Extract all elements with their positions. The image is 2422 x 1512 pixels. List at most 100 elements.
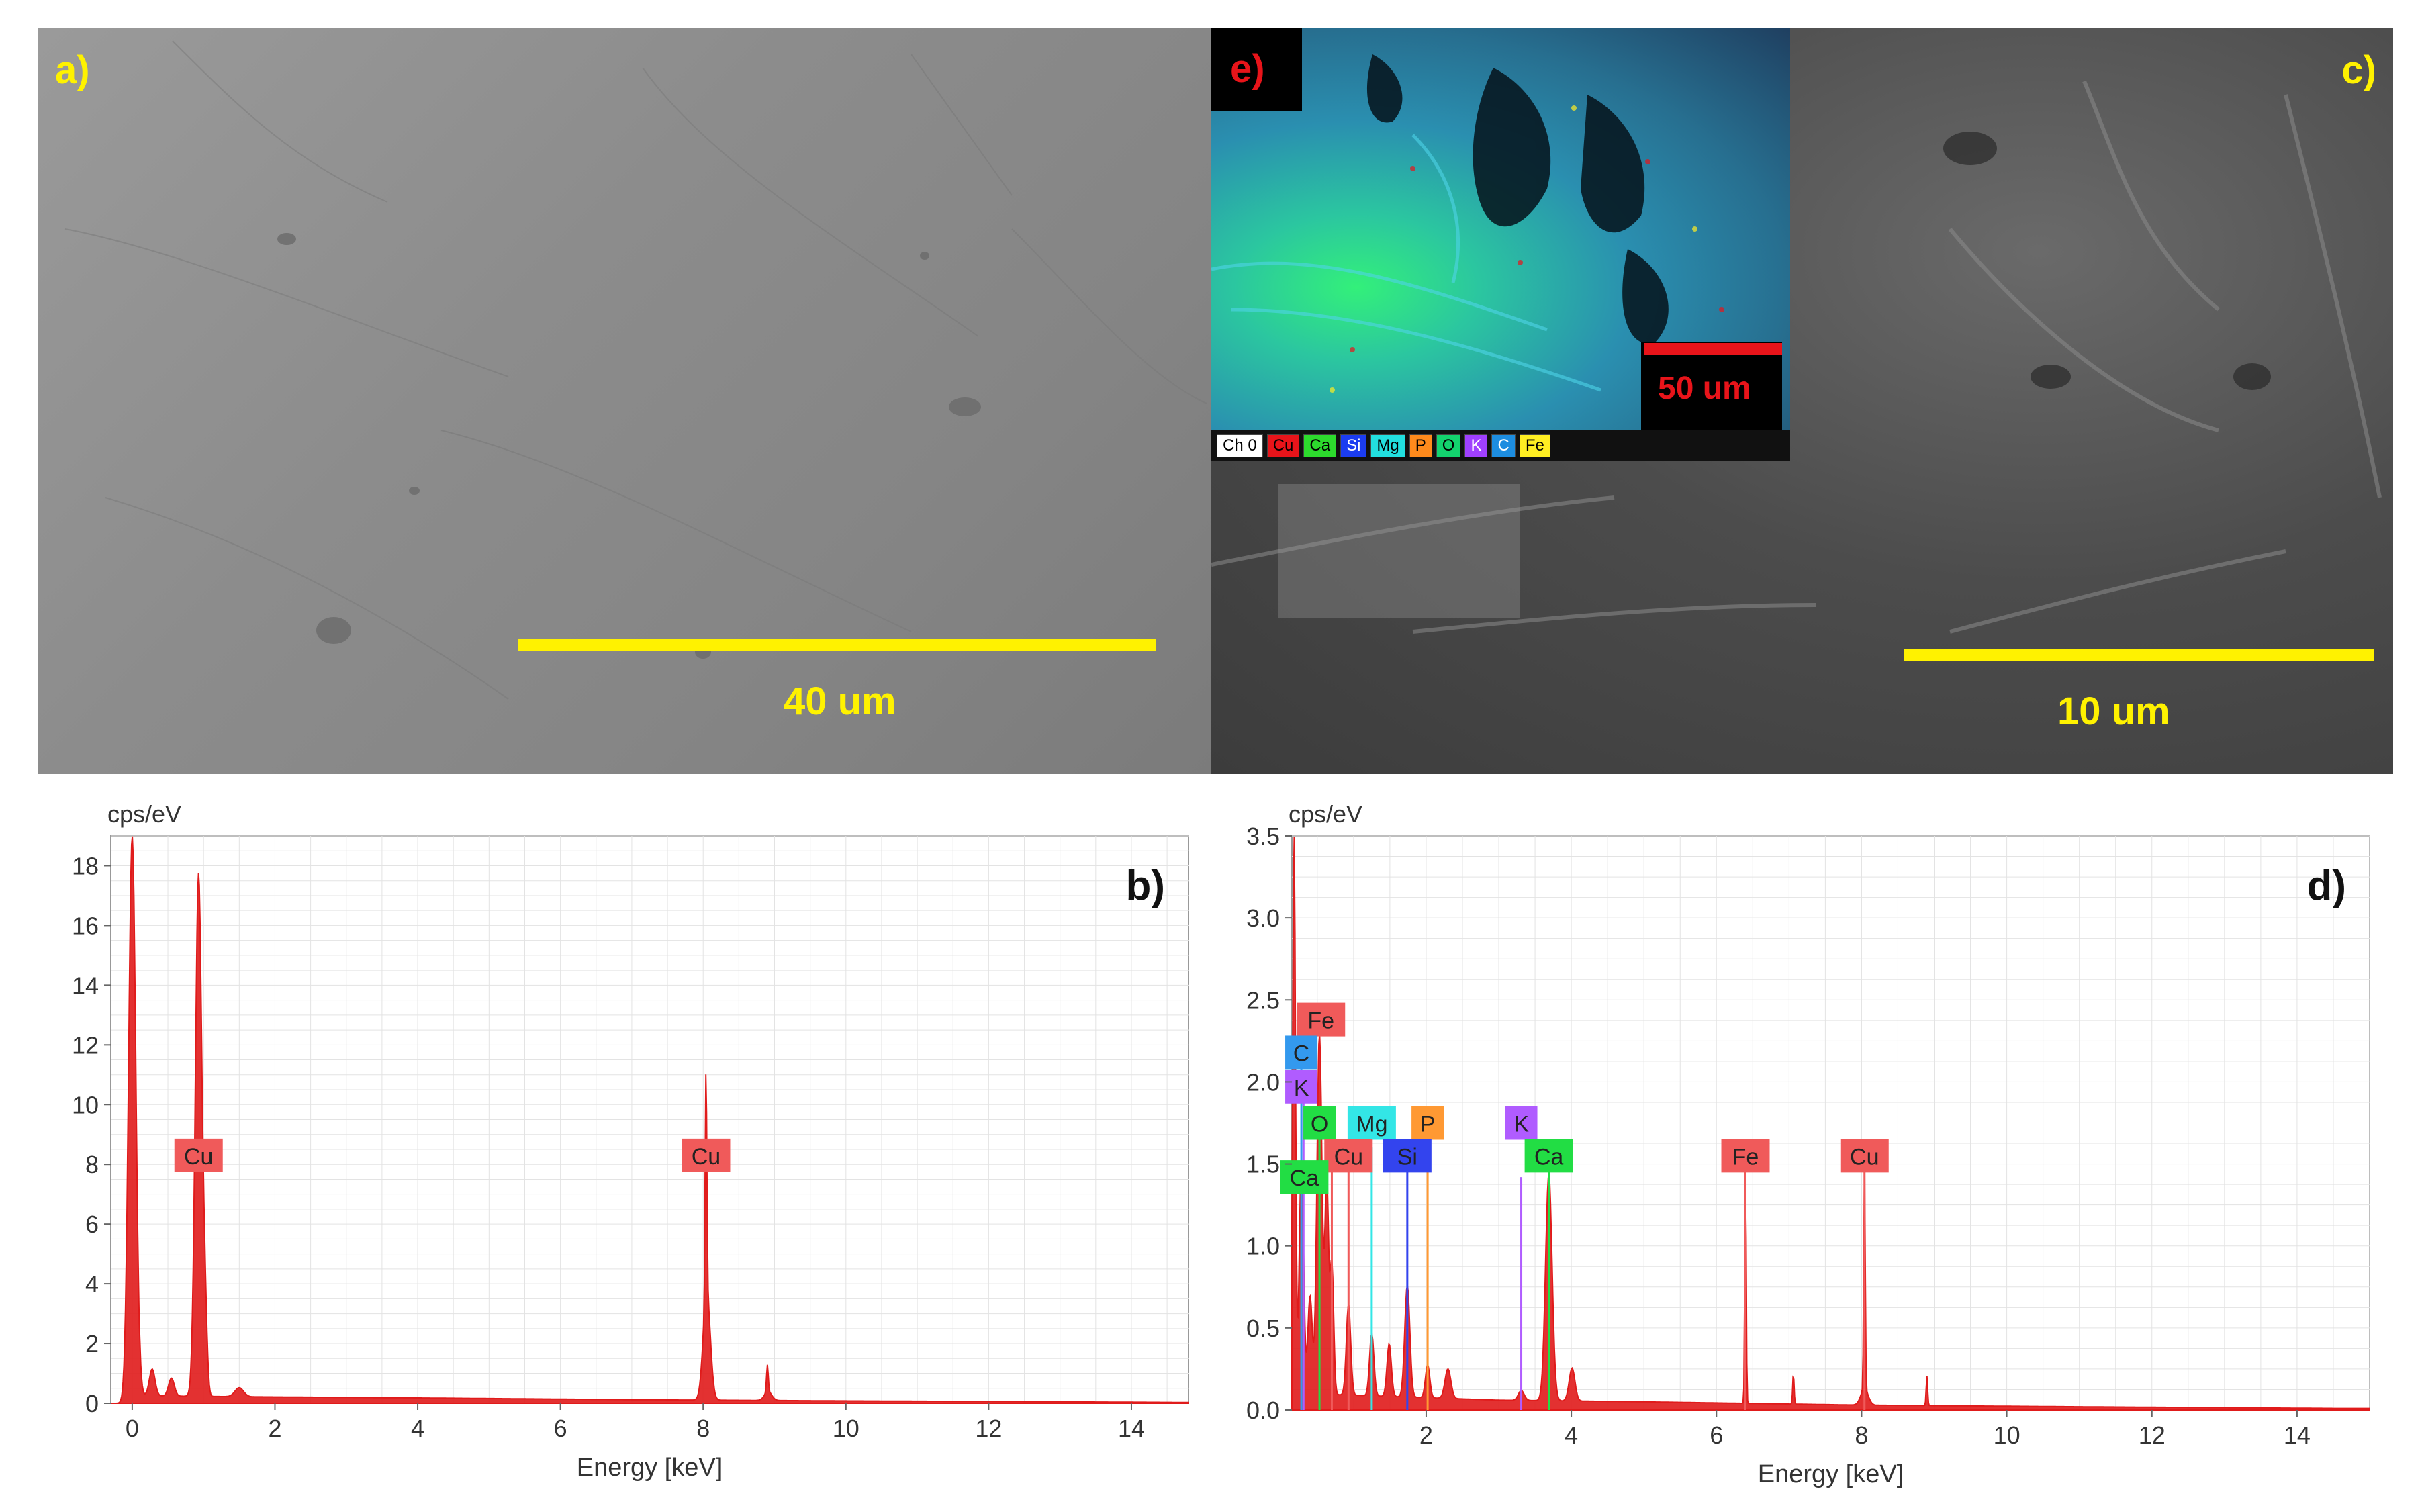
x-tick-label: 4 [411,1415,424,1442]
x-tick-label: 14 [1118,1415,1145,1442]
element-label-cu: Cu [682,1138,731,1172]
element-label-text: Fe [1732,1144,1759,1170]
element-label-box [1297,1002,1346,1037]
element-label-fe: Fe [1721,1139,1770,1173]
micrograph-a: a) 40 um [38,28,1211,774]
y-tick-label: 1.5 [1246,1151,1280,1178]
element-label-p: P [1411,1106,1444,1140]
element-label-text: K [1513,1112,1529,1137]
y-tick-label: 8 [85,1151,99,1178]
element-label-box [174,1138,223,1172]
y-tick-label: 0 [85,1390,99,1417]
y-tick-label: 0.0 [1246,1397,1280,1424]
x-tick-label: 2 [1419,1421,1433,1449]
eds-map-e: e) 50 um Ch 0 Cu Ca Si Mg P O K C Fe [1211,28,1790,461]
element-label-si: Si [1383,1139,1432,1173]
panel-label: b) [1125,863,1165,909]
element-label-cu: Cu [1324,1139,1373,1173]
scale-label-e: 50 um [1658,371,1751,406]
legend-item-mg: Mg [1370,434,1405,457]
spectrum-curve [1291,837,2370,1411]
panel-label-c: c) [2341,48,2376,92]
element-marker-lines [1300,1066,1866,1410]
scale-label-a: 40 um [784,679,896,723]
legend-item-fe: Fe [1519,434,1550,457]
y-tick-label: 2.5 [1246,986,1280,1014]
x-tick-label: 8 [1855,1421,1868,1449]
element-label-text: O [1311,1112,1328,1137]
element-label-box [1505,1106,1538,1140]
y-tick-label: 6 [85,1211,99,1238]
y-tick-label: 3.5 [1246,822,1280,850]
y-tick-labels: 0.0 0.5 1.0 1.5 2.0 2.5 3.0 3.5 [1246,822,1292,1424]
x-tick-label: 0 [126,1415,139,1442]
y-tick-label: 16 [72,912,99,939]
y-tick-label: 4 [85,1270,99,1298]
y-tick-label: 0.5 [1246,1315,1280,1342]
x-tick-label: 12 [975,1415,1002,1442]
element-label-text: Ca [1290,1166,1319,1191]
panel-label-a: a) [55,48,90,92]
x-tick-labels: 0 2 4 6 8 10 12 14 [126,1403,1145,1442]
element-label-cu: Cu [1840,1139,1889,1173]
element-label-box [1303,1106,1336,1140]
x-tick-label: 2 [268,1415,281,1442]
element-label-box [1280,1160,1329,1194]
element-label-text: K [1294,1076,1309,1101]
element-label-box [1383,1139,1432,1173]
scale-bar-c [1904,649,2374,661]
y-tick-label: 14 [72,972,99,999]
x-tick-label: 6 [1710,1421,1723,1449]
legend-item-ca: Ca [1303,434,1337,457]
legend-item-cu: Cu [1266,434,1300,457]
grid-minor [111,835,1189,1404]
element-label-text: Cu [184,1144,213,1170]
x-axis-label: Energy [keV] [577,1454,723,1482]
x-tick-label: 10 [1994,1421,2020,1449]
element-label-text: Ca [1534,1144,1564,1170]
element-label-fe: Fe [1297,1002,1346,1037]
element-label-text: Mg [1356,1112,1387,1137]
element-label-k: K [1505,1106,1538,1140]
panel-label-e: e) [1230,47,1265,91]
y-tick-label: 12 [72,1031,99,1059]
x-tick-label: 10 [833,1415,859,1442]
y-tick-label: 10 [72,1091,99,1119]
scale-bar-e [1644,343,1782,355]
legend-item-p: P [1409,434,1432,457]
y-tick-label: 2 [85,1330,99,1358]
element-label-k: K [1285,1070,1318,1104]
y-tick-labels: 0 2 4 6 8 10 12 14 16 18 [72,852,111,1417]
element-labels: Cu Cu [174,1138,731,1172]
legend-item-o: O [1436,434,1461,457]
eds-map-e-texture [1211,54,1724,393]
element-label-mg: Mg [1347,1106,1396,1140]
y-axis-label: cps/eV [107,800,181,828]
element-label-ca: Ca [1280,1160,1329,1194]
element-label-box [1347,1106,1396,1140]
micrograph-c-texture [1211,80,2382,634]
x-tick-label: 8 [696,1415,710,1442]
element-label-box [1285,1070,1318,1104]
element-label-text: Cu [1334,1144,1363,1170]
element-label-cu: Cu [174,1138,223,1172]
legend-item-ch-0: Ch 0 [1217,434,1263,457]
x-tick-label: 14 [2284,1421,2311,1449]
y-tick-label: 1.0 [1246,1233,1280,1260]
legend-item-si: Si [1340,434,1367,457]
y-tick-label: 3.0 [1246,904,1280,932]
panel-label: d) [2307,863,2346,909]
x-tick-label: 12 [2139,1421,2165,1449]
element-label-o: O [1303,1106,1336,1140]
element-label-box [1411,1106,1444,1140]
element-label-ca: Ca [1524,1139,1573,1173]
element-label-text: Cu [692,1144,720,1170]
x-tick-labels: 2 4 6 8 10 12 14 [1419,1410,2311,1449]
element-label-text: Si [1397,1144,1417,1170]
element-label-box [1840,1139,1889,1173]
element-label-text: C [1293,1041,1310,1066]
micrograph-a-texture [64,40,1207,700]
x-tick-label: 6 [554,1415,567,1442]
